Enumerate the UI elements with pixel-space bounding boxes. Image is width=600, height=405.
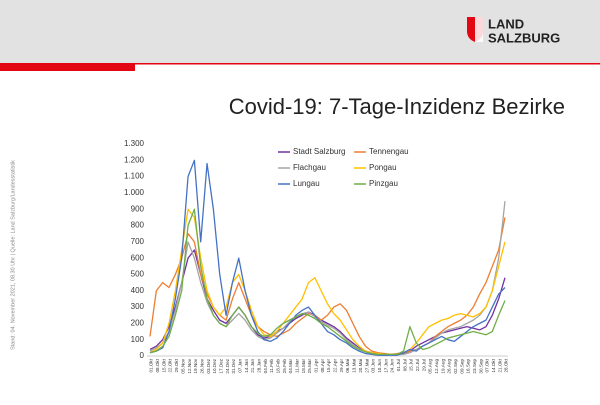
x-tick-label: 29.Okt: [174, 358, 179, 372]
x-tick-label: 06.Mai: [345, 359, 350, 373]
series-line: [149, 217, 506, 356]
logo-text: SALZBURG: [488, 30, 560, 45]
series-line: [149, 208, 506, 356]
y-tick-label: 800: [131, 221, 145, 230]
x-tick-label: 19.Nov: [193, 358, 198, 373]
x-tick-label: 17.Dez: [218, 358, 223, 373]
x-tick-label: 12.Aug: [434, 359, 439, 374]
x-tick-label: 01.Okt: [149, 358, 154, 372]
x-tick-label: 11.Mar: [295, 359, 300, 373]
x-tick-label: 22.Okt: [168, 358, 173, 372]
x-tick-label: 24.Jun: [390, 359, 395, 373]
y-tick-label: 1.100: [124, 172, 145, 181]
x-tick-label: 21.Okt: [497, 358, 502, 372]
y-tick-label: 900: [131, 204, 145, 213]
legend-label: Flachgau: [293, 163, 326, 172]
legend-label: Pinzgau: [369, 179, 398, 188]
x-tick-label: 25.Feb: [282, 359, 287, 374]
x-tick-label: 28.Okt: [504, 358, 509, 372]
x-tick-label: 22.Jul: [415, 359, 420, 371]
x-tick-label: 10.Jun: [377, 359, 382, 373]
x-tick-label: 28.Jan: [256, 359, 261, 373]
x-tick-label: 02.Sep: [453, 359, 458, 374]
x-tick-label: 10.Dez: [212, 358, 217, 373]
x-tick-label: 04.Mar: [288, 359, 293, 374]
logo-stripe: [475, 17, 483, 42]
x-tick-label: 05.Aug: [428, 359, 433, 374]
series-line: [149, 208, 506, 356]
x-tick-label: 17.Jun: [383, 359, 388, 373]
logo-text: LAND: [488, 16, 524, 31]
y-tick-label: 200: [131, 318, 145, 327]
x-tick-label: 14.Okt: [491, 358, 496, 372]
x-tick-label: 03.Jun: [371, 359, 376, 373]
x-tick-label: 15.Jul: [409, 359, 414, 371]
x-tick-label: 30.Sep: [478, 359, 483, 374]
x-tick-label: 09.Sep: [459, 359, 464, 374]
x-tick-label: 03.Dez: [206, 358, 211, 373]
x-tick-label: 19.Aug: [440, 359, 445, 374]
x-tick-label: 27.Mai: [364, 359, 369, 373]
x-tick-label: 08.Okt: [155, 358, 160, 372]
y-tick-label: 300: [131, 302, 145, 311]
x-tick-label: 22.Apr: [333, 359, 338, 373]
source-note: Stand: 04. November 2021, 08.30 Uhr | Qu…: [10, 160, 16, 350]
y-tick-label: 1.200: [124, 155, 145, 164]
x-tick-label: 20.Mai: [358, 359, 363, 373]
legend-label: Lungau: [293, 179, 320, 188]
logo: LAND SALZBURG: [467, 16, 560, 45]
x-tick-label: 29.Apr: [339, 359, 344, 373]
y-tick-label: 600: [131, 253, 145, 262]
legend-label: Pongau: [369, 163, 397, 172]
header-band: [0, 0, 600, 63]
x-tick-label: 15.Apr: [326, 359, 331, 373]
x-tick-label: 01.Jul: [396, 359, 401, 371]
x-tick-label: 24.Dez: [225, 358, 230, 373]
x-tick-label: 05.Nov: [180, 358, 185, 373]
x-tick-label: 26.Aug: [447, 359, 452, 374]
x-tick-label: 07.Jan: [237, 359, 242, 373]
x-tick-label: 08.Apr: [320, 359, 325, 373]
x-tick-label: 23.Sep: [472, 359, 477, 374]
series-line: [149, 201, 506, 356]
chart-title: Covid-19: 7-Tage-Inzidenz Bezirke: [229, 94, 565, 119]
x-tick-label: 07.Okt: [485, 358, 490, 372]
x-tick-label: 21.Jan: [250, 359, 255, 373]
x-tick-label: 26.Nov: [199, 358, 204, 373]
x-tick-label: 04.Feb: [263, 359, 268, 374]
chart: 0 100 200 300 400 500 600 700 800 900 1.000 1.100 1.…: [124, 139, 509, 373]
y-tick-label: 100: [131, 335, 145, 344]
x-tick-label: 25.Mar: [307, 359, 312, 374]
x-tick-label: 31.Dez: [231, 358, 236, 373]
x-tick-label: 18.Mar: [301, 359, 306, 374]
x-tick-label: 11.Feb: [269, 359, 274, 373]
legend-label: Tennengau: [369, 147, 409, 156]
x-tick-label: 01.Apr: [314, 359, 319, 373]
x-tick-label: 14.Jan: [244, 359, 249, 373]
y-tick-label: 1.000: [124, 188, 145, 197]
y-tick-label: 0: [140, 351, 145, 360]
x-tick-label: 13.Mai: [352, 359, 357, 373]
x-tick-label: 12.Nov: [187, 358, 192, 373]
y-tick-label: 400: [131, 286, 145, 295]
x-tick-label: 16.Sep: [466, 359, 471, 374]
x-tick-label: 15.Okt: [161, 358, 166, 372]
y-tick-label: 500: [131, 270, 145, 279]
y-tick-label: 700: [131, 237, 145, 246]
red-line: [135, 63, 600, 65]
x-tick-label: 29.Jul: [421, 359, 426, 371]
x-tick-label: 08.Jul: [402, 359, 407, 371]
red-bar: [0, 63, 135, 71]
y-tick-label: 1.300: [124, 139, 145, 148]
legend-label: Stadt Salzburg: [293, 147, 345, 156]
x-tick-label: 18.Feb: [276, 359, 281, 374]
